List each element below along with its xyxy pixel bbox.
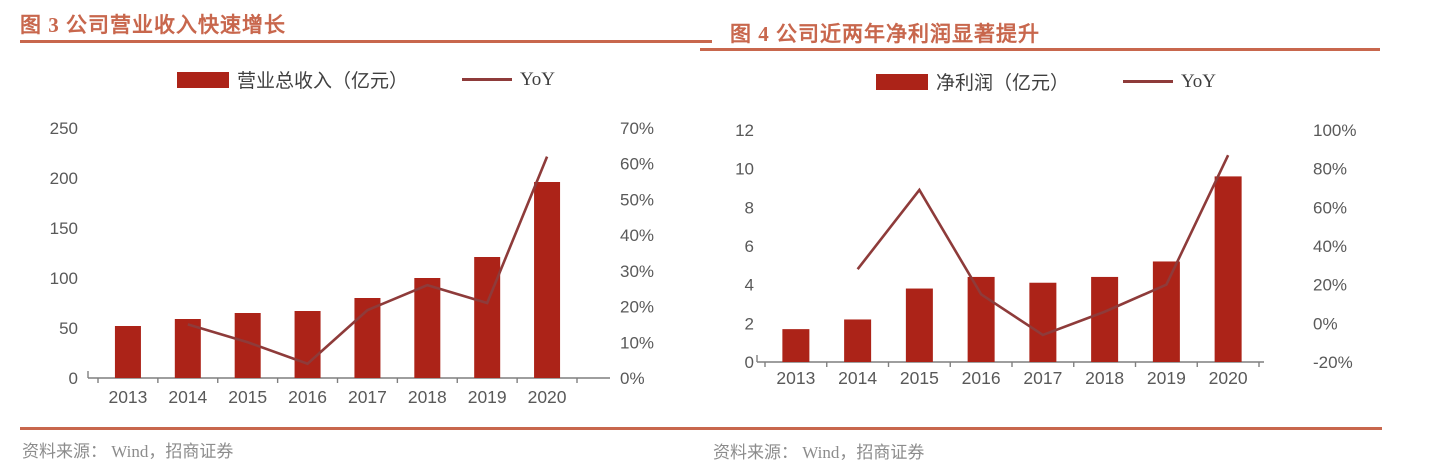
figures-bottom-rule xyxy=(20,427,1382,430)
svg-text:2015: 2015 xyxy=(900,368,939,388)
svg-text:0: 0 xyxy=(745,353,754,372)
svg-text:40%: 40% xyxy=(1313,237,1347,256)
svg-text:60%: 60% xyxy=(620,155,654,174)
svg-text:2017: 2017 xyxy=(1023,368,1062,388)
svg-text:50: 50 xyxy=(59,319,78,338)
svg-text:50%: 50% xyxy=(620,190,654,209)
svg-text:2015: 2015 xyxy=(228,387,267,407)
bar-series-label: 净利润（亿元） xyxy=(935,73,1069,94)
bar-series-label: 营业总收入（亿元） xyxy=(236,71,408,92)
svg-text:0%: 0% xyxy=(1313,314,1338,333)
svg-text:20%: 20% xyxy=(1313,276,1347,295)
svg-text:2016: 2016 xyxy=(962,368,1001,388)
svg-text:2019: 2019 xyxy=(468,387,507,407)
svg-text:2019: 2019 xyxy=(1147,368,1186,388)
svg-text:6: 6 xyxy=(745,237,754,256)
figure4-title: 图 4 公司近两年净利润显著提升 xyxy=(730,22,1040,46)
figure4-title-rule xyxy=(700,48,1380,51)
svg-text:12: 12 xyxy=(735,121,754,140)
svg-text:2016: 2016 xyxy=(288,387,327,407)
svg-text:2014: 2014 xyxy=(838,368,877,388)
svg-text:10%: 10% xyxy=(620,333,654,352)
svg-text:70%: 70% xyxy=(620,119,654,138)
svg-text:2020: 2020 xyxy=(1209,368,1248,388)
svg-text:40%: 40% xyxy=(620,226,654,245)
svg-text:2013: 2013 xyxy=(108,387,147,407)
svg-text:250: 250 xyxy=(50,119,78,138)
svg-text:2018: 2018 xyxy=(1085,368,1124,388)
svg-text:4: 4 xyxy=(745,276,754,295)
svg-text:0%: 0% xyxy=(620,369,645,388)
figure4-chart: 0 2 4 6 8 10 12 -20% 0% 20% 40% 60% 80% 100% 2013 2014 2… xyxy=(735,121,1356,388)
svg-text:2013: 2013 xyxy=(776,368,815,388)
svg-text:2014: 2014 xyxy=(168,387,207,407)
legend-item-yoy: YoY xyxy=(1122,70,1217,93)
svg-text:200: 200 xyxy=(50,169,78,188)
svg-text:30%: 30% xyxy=(620,262,654,281)
svg-text:-20%: -20% xyxy=(1313,353,1353,372)
figure3-title-rule xyxy=(20,40,712,43)
svg-text:10: 10 xyxy=(735,160,754,179)
bar-series-swatch xyxy=(176,71,229,88)
svg-text:100%: 100% xyxy=(1313,121,1356,140)
svg-text:0: 0 xyxy=(69,369,78,388)
svg-text:100: 100 xyxy=(50,269,78,288)
svg-text:2020: 2020 xyxy=(528,387,567,407)
svg-text:2017: 2017 xyxy=(348,387,387,407)
figure3-legend: 营业总收入（亿元） YoY xyxy=(20,66,712,93)
svg-text:20%: 20% xyxy=(620,298,654,317)
figure4-legend: 净利润（亿元） YoY xyxy=(712,68,1380,95)
line-series-label: YoY xyxy=(519,68,556,90)
figure4-source: 资料来源： Wind，招商证券 xyxy=(713,443,925,462)
svg-text:2: 2 xyxy=(745,314,754,333)
line-series-swatch xyxy=(461,78,512,81)
svg-text:8: 8 xyxy=(745,198,754,217)
bar-series-swatch xyxy=(875,73,928,90)
legend-item-revenue: 营业总收入（亿元） xyxy=(176,66,408,93)
figure3-title: 图 3 公司营业收入快速增长 xyxy=(20,13,286,37)
svg-text:80%: 80% xyxy=(1313,160,1347,179)
svg-text:150: 150 xyxy=(50,219,78,238)
legend-item-netprofit: 净利润（亿元） xyxy=(875,68,1069,95)
figure3-source: 资料来源： Wind，招商证券 xyxy=(22,442,234,461)
legend-item-yoy: YoY xyxy=(461,68,556,91)
svg-text:2018: 2018 xyxy=(408,387,447,407)
line-series-label: YoY xyxy=(1180,70,1217,92)
svg-text:60%: 60% xyxy=(1313,198,1347,217)
line-series-swatch xyxy=(1122,80,1173,83)
figure3-chart: 0 50 100 150 200 250 0% 10% 20% 30% 40% 50% 60% 70% 20… xyxy=(50,119,654,407)
